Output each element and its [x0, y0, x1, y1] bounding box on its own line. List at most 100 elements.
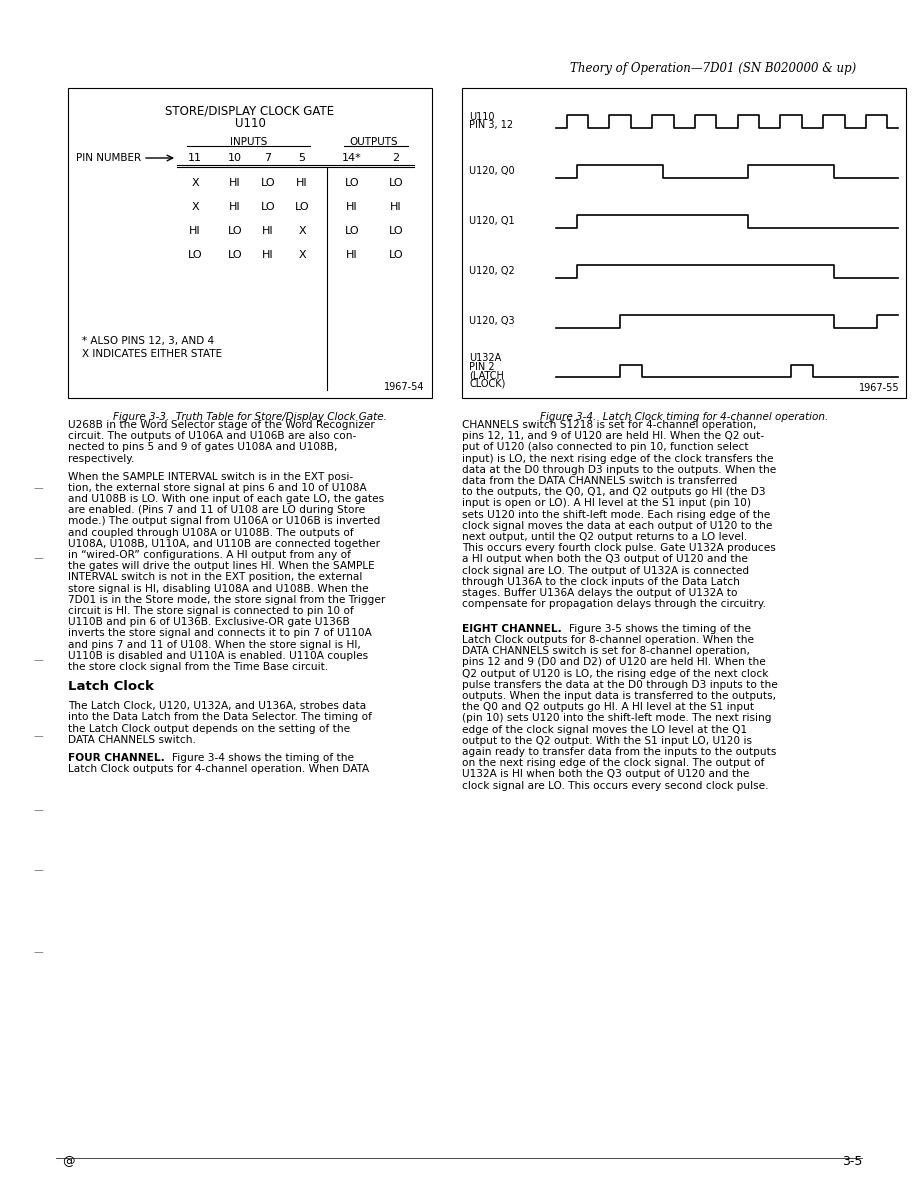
Text: U120, Q0: U120, Q0 [469, 166, 515, 176]
Text: LO: LO [295, 202, 309, 211]
Text: 1967-55: 1967-55 [859, 383, 900, 393]
Text: U132A is HI when both the Q3 output of U120 and the: U132A is HI when both the Q3 output of U… [462, 770, 749, 779]
Text: 11: 11 [188, 153, 202, 163]
Text: EIGHT CHANNEL.: EIGHT CHANNEL. [462, 624, 569, 634]
Text: through U136A to the clock inputs of the Data Latch: through U136A to the clock inputs of the… [462, 577, 740, 587]
Text: 3-5: 3-5 [842, 1155, 862, 1168]
Text: again ready to transfer data from the inputs to the outputs: again ready to transfer data from the in… [462, 747, 777, 757]
Text: U110B is disabled and U110A is enabled. U110A couples: U110B is disabled and U110A is enabled. … [68, 651, 368, 661]
Text: edge of the clock signal moves the LO level at the Q1: edge of the clock signal moves the LO le… [462, 725, 747, 734]
Text: Latch Clock outputs for 4-channel operation. When DATA: Latch Clock outputs for 4-channel operat… [68, 764, 369, 773]
Text: LO: LO [228, 249, 242, 260]
Text: Figure 3-4.  Latch Clock timing for 4-channel operation.: Figure 3-4. Latch Clock timing for 4-cha… [540, 412, 828, 422]
Text: 1967-54: 1967-54 [384, 383, 424, 392]
Text: 10: 10 [228, 153, 242, 163]
Text: X INDICATES EITHER STATE: X INDICATES EITHER STATE [82, 349, 222, 359]
Text: U132A: U132A [469, 353, 501, 364]
Text: LO: LO [228, 226, 242, 236]
Text: output to the Q2 output. With the S1 input LO, U120 is: output to the Q2 output. With the S1 inp… [462, 735, 752, 746]
Text: —: — [33, 947, 43, 958]
Text: put of U120 (also connected to pin 10, function select: put of U120 (also connected to pin 10, f… [462, 442, 748, 453]
Text: —: — [33, 552, 43, 563]
Text: LO: LO [388, 178, 403, 188]
Text: Q2 output of U120 is LO, the rising edge of the next clock: Q2 output of U120 is LO, the rising edge… [462, 669, 768, 678]
Text: pulse transfers the data at the D0 through D3 inputs to the: pulse transfers the data at the D0 throu… [462, 680, 778, 690]
Text: inverts the store signal and connects it to pin 7 of U110A: inverts the store signal and connects it… [68, 628, 372, 638]
Text: * ALSO PINS 12, 3, AND 4: * ALSO PINS 12, 3, AND 4 [82, 336, 214, 346]
Text: circuit is HI. The store signal is connected to pin 10 of: circuit is HI. The store signal is conne… [68, 606, 353, 615]
Text: 14*: 14* [342, 153, 362, 163]
Text: Latch Clock: Latch Clock [68, 680, 154, 693]
Text: HI: HI [263, 226, 274, 236]
Text: Figure 3-3.  Truth Table for Store/Display Clock Gate.: Figure 3-3. Truth Table for Store/Displa… [113, 412, 387, 422]
Text: outputs. When the input data is transferred to the outputs,: outputs. When the input data is transfer… [462, 691, 776, 701]
Text: a HI output when both the Q3 output of U120 and the: a HI output when both the Q3 output of U… [462, 555, 748, 564]
Text: LO: LO [344, 226, 359, 236]
Text: tion, the external store signal at pins 6 and 10 of U108A: tion, the external store signal at pins … [68, 482, 366, 493]
Text: 7D01 is in the Store mode, the store signal from the Trigger: 7D01 is in the Store mode, the store sig… [68, 595, 386, 605]
Text: are enabled. (Pins 7 and 11 of U108 are LO during Store: are enabled. (Pins 7 and 11 of U108 are … [68, 505, 365, 516]
Text: LO: LO [261, 202, 275, 211]
Text: —: — [33, 731, 43, 741]
Text: PIN 2: PIN 2 [469, 362, 495, 372]
Text: data at the D0 through D3 inputs to the outputs. When the: data at the D0 through D3 inputs to the … [462, 465, 777, 475]
Text: X: X [298, 226, 306, 236]
Text: PIN 3, 12: PIN 3, 12 [469, 120, 513, 131]
Text: the gates will drive the output lines HI. When the SAMPLE: the gates will drive the output lines HI… [68, 561, 375, 571]
Text: pins 12 and 9 (D0 and D2) of U120 are held HI. When the: pins 12 and 9 (D0 and D2) of U120 are he… [462, 657, 766, 668]
Text: and U108B is LO. With one input of each gate LO, the gates: and U108B is LO. With one input of each … [68, 494, 384, 504]
Text: the store clock signal from the Time Base circuit.: the store clock signal from the Time Bas… [68, 662, 329, 672]
Text: LO: LO [187, 249, 202, 260]
Text: INPUTS: INPUTS [230, 137, 267, 147]
Text: store signal is HI, disabling U108A and U108B. When the: store signal is HI, disabling U108A and … [68, 583, 369, 594]
Text: @: @ [62, 1155, 74, 1168]
Text: PIN NUMBER: PIN NUMBER [76, 153, 141, 163]
Text: input is open or LO). A HI level at the S1 input (pin 10): input is open or LO). A HI level at the … [462, 499, 751, 508]
Text: nected to pins 5 and 9 of gates U108A and U108B,: nected to pins 5 and 9 of gates U108A an… [68, 442, 338, 453]
Text: compensate for propagation delays through the circuitry.: compensate for propagation delays throug… [462, 599, 766, 609]
Text: Latch Clock outputs for 8-channel operation. When the: Latch Clock outputs for 8-channel operat… [462, 636, 754, 645]
Text: DATA CHANNELS switch is set for 8-channel operation,: DATA CHANNELS switch is set for 8-channe… [462, 646, 750, 656]
Text: INTERVAL switch is not in the EXT position, the external: INTERVAL switch is not in the EXT positi… [68, 573, 363, 582]
Text: sets U120 into the shift-left mode. Each rising edge of the: sets U120 into the shift-left mode. Each… [462, 510, 770, 519]
Text: Figure 3-4 shows the timing of the: Figure 3-4 shows the timing of the [172, 753, 354, 763]
Text: HI: HI [230, 202, 241, 211]
Text: HI: HI [346, 202, 358, 211]
Text: data from the DATA CHANNELS switch is transferred: data from the DATA CHANNELS switch is tr… [462, 476, 737, 486]
Text: LO: LO [388, 226, 403, 236]
Text: next output, until the Q2 output returns to a LO level.: next output, until the Q2 output returns… [462, 532, 747, 542]
Text: CHANNELS switch S1218 is set for 4-channel operation,: CHANNELS switch S1218 is set for 4-chann… [462, 421, 756, 430]
Text: U120, Q3: U120, Q3 [469, 316, 515, 326]
Text: HI: HI [297, 178, 308, 188]
Text: HI: HI [189, 226, 201, 236]
Text: on the next rising edge of the clock signal. The output of: on the next rising edge of the clock sig… [462, 758, 765, 769]
Bar [462, 88, 906, 398]
Text: LO: LO [261, 178, 275, 188]
Text: clock signal are LO. The output of U132A is connected: clock signal are LO. The output of U132A… [462, 565, 749, 576]
Text: LO: LO [344, 178, 359, 188]
Text: X: X [191, 178, 199, 188]
Text: FOUR CHANNEL.: FOUR CHANNEL. [68, 753, 172, 763]
Text: DATA CHANNELS switch.: DATA CHANNELS switch. [68, 734, 196, 745]
Text: in “wired-OR” configurations. A HI output from any of: in “wired-OR” configurations. A HI outpu… [68, 550, 351, 560]
Text: clock signal are LO. This occurs every second clock pulse.: clock signal are LO. This occurs every s… [462, 781, 768, 791]
Text: pins 12, 11, and 9 of U120 are held HI. When the Q2 out-: pins 12, 11, and 9 of U120 are held HI. … [462, 431, 764, 441]
Text: X: X [191, 202, 199, 211]
Text: HI: HI [346, 249, 358, 260]
Text: U110: U110 [235, 116, 265, 129]
Text: (LATCH: (LATCH [469, 371, 504, 380]
Text: to the outputs, the Q0, Q1, and Q2 outputs go HI (the D3: to the outputs, the Q0, Q1, and Q2 outpu… [462, 487, 766, 498]
Text: input) is LO, the next rising edge of the clock transfers the: input) is LO, the next rising edge of th… [462, 454, 774, 463]
Text: U110B and pin 6 of U136B. Exclusive-OR gate U136B: U110B and pin 6 of U136B. Exclusive-OR g… [68, 617, 350, 627]
Text: —: — [33, 865, 43, 876]
Text: U268B in the Word Selector stage of the Word Recognizer: U268B in the Word Selector stage of the … [68, 421, 375, 430]
Text: STORE/DISPLAY CLOCK GATE: STORE/DISPLAY CLOCK GATE [165, 105, 334, 116]
Text: U120, Q2: U120, Q2 [469, 266, 515, 276]
Text: When the SAMPLE INTERVAL switch is in the EXT posi-: When the SAMPLE INTERVAL switch is in th… [68, 472, 353, 481]
Text: circuit. The outputs of U106A and U106B are also con-: circuit. The outputs of U106A and U106B … [68, 431, 356, 441]
Text: 2: 2 [392, 153, 399, 163]
Text: Figure 3-5 shows the timing of the: Figure 3-5 shows the timing of the [569, 624, 751, 634]
Text: and pins 7 and 11 of U108. When the store signal is HI,: and pins 7 and 11 of U108. When the stor… [68, 639, 361, 650]
Text: X: X [298, 249, 306, 260]
Text: OUTPUTS: OUTPUTS [350, 137, 398, 147]
